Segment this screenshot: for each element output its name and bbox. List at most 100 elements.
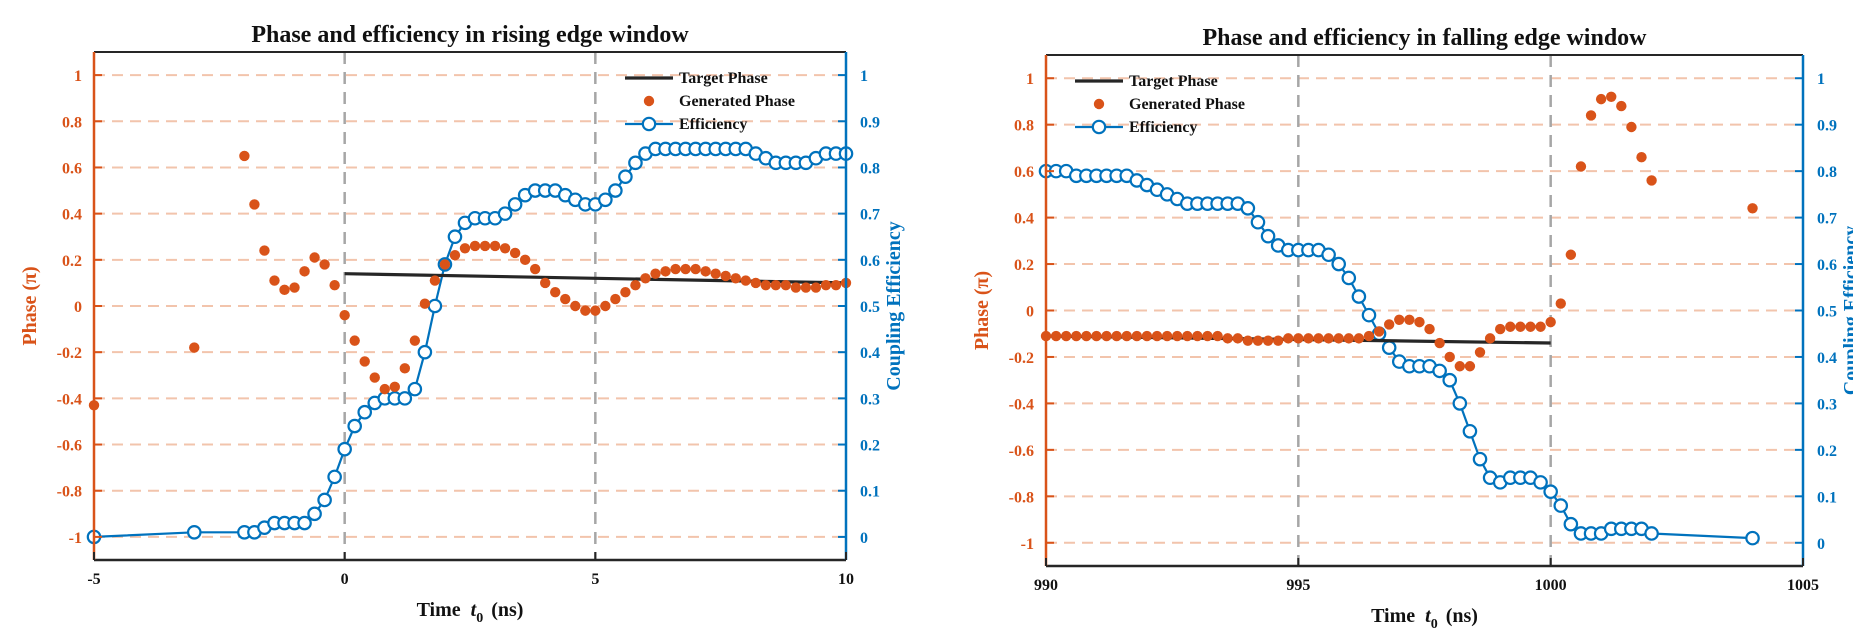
generated-phase-point [1293,333,1304,344]
generated-phase-point [1606,91,1617,103]
generated-phase-point [1252,335,1264,346]
efficiency-marker [397,391,413,406]
efficiency-marker [407,381,423,397]
x-axis-label: Time t0 (ns) [417,599,524,626]
generated-phase-point [439,259,451,270]
x-axis-label: Time t0 (ns) [1371,605,1478,632]
efficiency-marker [598,192,613,208]
generated-phase-point [1101,330,1112,342]
generated-phase-point [1636,152,1647,163]
generated-phase-point [1081,330,1092,342]
generated-phase-point [1363,330,1375,342]
x-tick-label: -5 [87,571,100,588]
right-y-tick-label: 0.5 [860,299,880,316]
generated-phase-point [1060,330,1072,342]
x-tick-label: 0 [341,571,349,588]
generated-phase-point [1172,330,1183,342]
left-y-tick-label: 0.2 [62,253,82,270]
generated-phase-point [1525,321,1536,332]
generated-phase-point [1383,319,1395,330]
generated-phase-point [1626,121,1637,133]
generated-phase-point [800,282,812,293]
left-y-tick-label: -0.2 [1009,350,1034,367]
left-y-tick-label: 0.8 [1014,118,1034,135]
efficiency-marker [427,298,443,314]
generated-phase-point [269,275,280,286]
left-y-tick-label: -0.6 [1009,443,1034,460]
efficiency-marker [417,344,433,360]
right-y-tick-label: 0.7 [1817,211,1837,228]
generated-phase-point [1111,330,1122,342]
generated-phase-point [1091,330,1102,342]
generated-phase-point [710,268,721,279]
efficiency-marker [1543,484,1558,499]
legend-generated-swatch [643,95,655,107]
generated-phase-point [1484,333,1496,344]
generated-phase-point [540,277,551,289]
x-tick-label: 1005 [1787,577,1819,594]
efficiency-marker [1533,475,1548,490]
efficiency-marker [1260,228,1276,244]
generated-phase-point [1474,347,1486,358]
left-y-tick-label: 0.4 [1014,211,1034,228]
left-y-tick-label: 0 [74,299,82,316]
generated-phase-point [369,372,380,383]
left-y-tick-label: -0.8 [57,484,82,501]
generated-phase-point [1434,337,1445,349]
right-y-tick-label: 0.1 [1817,489,1837,506]
efficiency-marker [1553,498,1569,513]
generated-phase-point [529,263,541,275]
right-y-tick-label: 0.6 [1817,257,1837,274]
generated-phase-point [790,282,802,293]
generated-phase-point [1565,249,1577,260]
plot-area [94,52,846,560]
generated-phase-point [359,356,370,367]
rising-edge-chart: -5 0 5 10-1-0.8-0.6-0.4-0.200.20.40.60.8100… [19,22,905,626]
generated-phase-point [189,342,200,353]
generated-phase-point [1545,316,1556,328]
generated-phase-point [1616,100,1627,112]
generated-phase-point [750,277,761,289]
generated-phase-point [1161,330,1173,342]
efficiency-marker [186,524,202,540]
efficiency-marker [327,469,342,485]
legend-efficiency-label: Efficiency [1129,119,1197,136]
generated-phase-point [630,280,641,291]
generated-phase-point [309,252,320,263]
chart-title: Phase and efficiency in rising edge wind… [251,22,689,48]
generated-phase-point [560,293,571,305]
generated-phase-point [299,266,310,277]
efficiency-marker [497,206,513,221]
generated-phase-point [399,363,411,374]
generated-phase-point [820,280,832,291]
efficiency-marker [507,197,523,212]
efficiency-marker [1432,363,1447,379]
left-y-tick-label: 0.6 [62,160,82,177]
legend-efficiency-swatch [641,116,657,132]
falling-edge-chart: 990 995 1000 1005 -1 -0.8 -0.6 -0.4 -0.2 0 0.2 0.4 0… [971,25,1853,632]
generated-phase-point [1515,321,1526,332]
left-y-tick-label: -1 [69,530,82,547]
generated-phase-point [329,280,340,291]
efficiency-marker [608,183,623,198]
generated-phase-point [740,275,751,286]
right-y-tick-label: 0.7 [860,207,880,224]
right-y-tick-label: 1 [860,68,868,85]
generated-phase-point [1424,323,1435,335]
efficiency-marker [628,155,643,171]
right-y-tick-label: 0.9 [1817,118,1837,135]
generated-phase-point [690,263,701,275]
generated-phase-point [650,268,661,279]
generated-phase-point [810,282,822,293]
right-y-axis-label: Coupling Efficiency [1840,226,1853,395]
generated-phase-point [1222,333,1233,344]
generated-phase-point [1454,361,1466,372]
generated-phase-point [1071,330,1082,342]
efficiency-marker [1462,423,1478,439]
generated-phase-point [319,259,330,270]
generated-phase-point [1313,333,1324,344]
generated-phase-point [1192,330,1203,342]
left-y-tick-label: 1 [1026,71,1034,88]
x-tick-label: 1000 [1535,577,1567,594]
